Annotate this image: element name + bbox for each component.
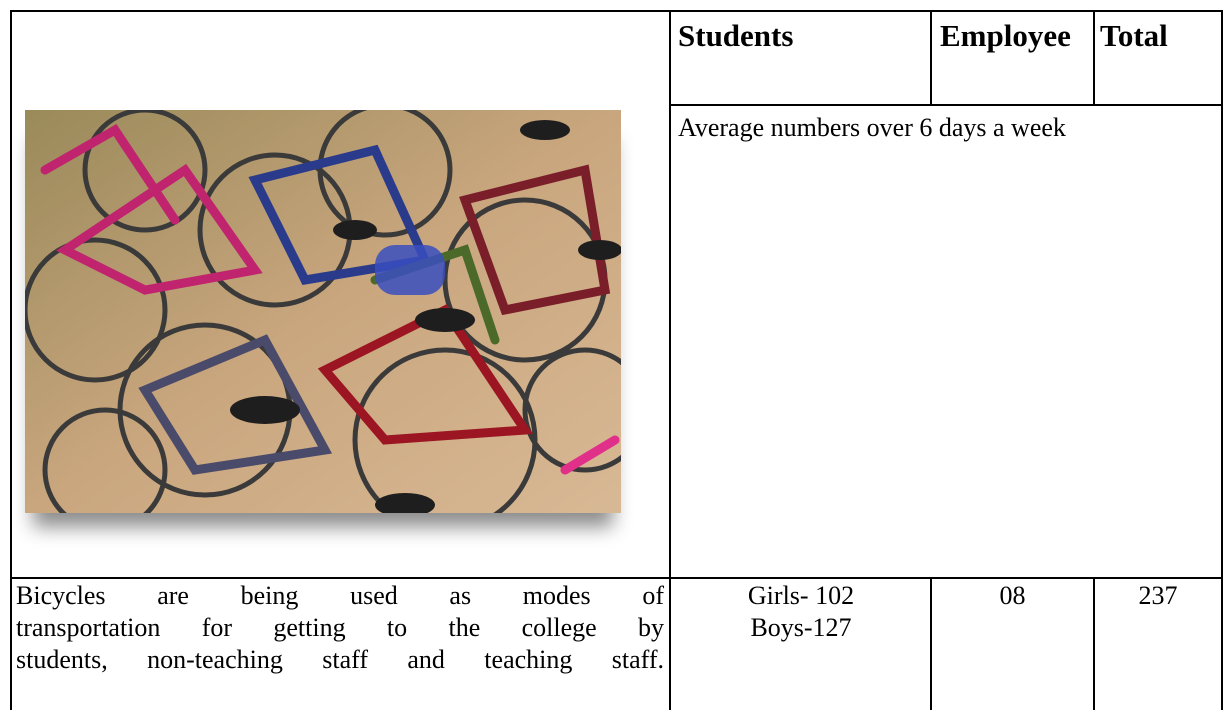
border xyxy=(1221,10,1223,710)
note: Average numbers over 6 days a week xyxy=(678,112,1066,144)
border xyxy=(10,10,1223,12)
bicycles-image xyxy=(25,110,621,513)
students-count: Girls- 102 xyxy=(672,580,930,612)
border xyxy=(669,10,671,710)
students-cell: Girls- 102 Boys-127 xyxy=(672,580,930,644)
border xyxy=(10,577,1223,579)
photo xyxy=(25,110,621,513)
header-cell: Students xyxy=(678,18,793,54)
description-line: Bicycles are being used as modes of xyxy=(16,580,664,612)
border xyxy=(1093,10,1095,106)
border xyxy=(930,10,932,106)
description-line: students, non-teaching staff and teachin… xyxy=(16,644,664,676)
description-line: transportation for getting to the colleg… xyxy=(16,612,664,644)
border xyxy=(670,104,1223,106)
border xyxy=(10,10,12,710)
total-cell: 237 xyxy=(1095,580,1221,612)
page: {"table": { "header": ["Students", "Empl… xyxy=(0,0,1229,709)
employee-cell: 08 xyxy=(932,580,1093,612)
description: Bicycles are being used as modes of tran… xyxy=(16,580,664,676)
header-cell: Employee xyxy=(940,18,1071,54)
students-count: Boys-127 xyxy=(672,612,930,644)
header-cell: Total xyxy=(1100,18,1168,54)
